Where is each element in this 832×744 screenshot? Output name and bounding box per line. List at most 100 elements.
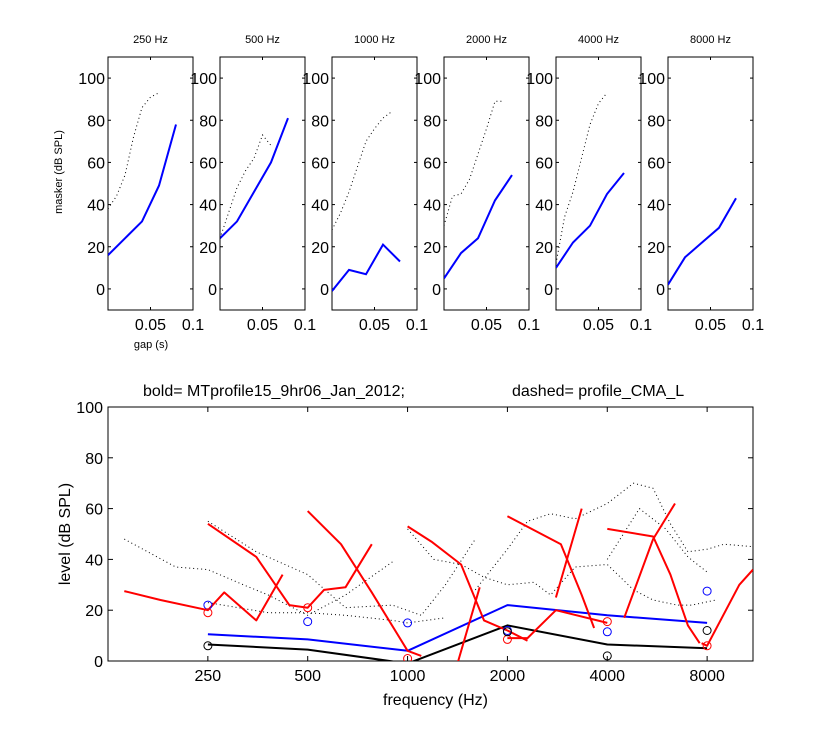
ytick-label: 60 bbox=[85, 502, 103, 519]
ytick-label: 20 bbox=[535, 240, 553, 257]
bold-series bbox=[556, 172, 625, 269]
xtick-label: 8000 bbox=[689, 668, 725, 685]
ytick-label: 20 bbox=[311, 240, 329, 257]
ytick-label: 0 bbox=[96, 282, 105, 299]
ytick-label: 60 bbox=[199, 155, 217, 172]
black-circle-marker bbox=[602, 651, 612, 661]
blue-circle-marker bbox=[702, 586, 712, 596]
panel-250-hz: 250 Hz 0 20 40 60 80 100 0.05 0.1 bbox=[78, 34, 204, 334]
panel-frame bbox=[443, 56, 530, 311]
ytick-label: 40 bbox=[85, 552, 103, 569]
ytick-label: 60 bbox=[647, 155, 665, 172]
xtick-label: 0.05 bbox=[359, 317, 390, 334]
ytick-label: 80 bbox=[647, 113, 665, 130]
xtick-label: 0.1 bbox=[182, 317, 204, 334]
xtick-label: 0.05 bbox=[471, 317, 502, 334]
xtick-label: 0.1 bbox=[742, 317, 764, 334]
bold-red-series bbox=[207, 522, 373, 609]
ytick-label: 0 bbox=[320, 282, 329, 299]
ytick-label: 80 bbox=[87, 113, 105, 130]
red-circle-marker bbox=[403, 654, 413, 661]
bold-red-series bbox=[623, 502, 676, 619]
bold-red-series bbox=[554, 508, 583, 598]
panel-frame bbox=[107, 56, 194, 311]
black-circle-marker bbox=[702, 626, 712, 635]
panel-2000-hz: 2000 Hz 0 20 40 60 80 100 0.05 0.1 bbox=[414, 34, 540, 334]
bold-red-series bbox=[607, 527, 701, 644]
xtick-label: 0.05 bbox=[583, 317, 614, 334]
xtick-label: 2000 bbox=[490, 668, 526, 685]
ytick-label: 40 bbox=[311, 198, 329, 215]
y-axis-label: level (dB SPL) bbox=[57, 483, 74, 585]
ytick-label: 80 bbox=[535, 113, 553, 130]
xtick-label: 0.05 bbox=[695, 317, 726, 334]
ytick-label: 20 bbox=[647, 240, 665, 257]
xtick-label: 0.05 bbox=[247, 317, 278, 334]
dotted-series bbox=[556, 92, 608, 264]
xtick-label: 0.1 bbox=[294, 317, 316, 334]
bottom-title-dashed: dashed= profile_CMA_L bbox=[512, 383, 684, 400]
ytick-label: 100 bbox=[638, 71, 665, 88]
panel-frame bbox=[555, 56, 642, 311]
ytick-label: 100 bbox=[78, 71, 105, 88]
panel-500-hz: 500 Hz 0 20 40 60 80 100 0.05 0.1 bbox=[190, 34, 316, 334]
ytick-label: 60 bbox=[423, 155, 441, 172]
dotted-series bbox=[220, 134, 272, 239]
bold-red-series bbox=[507, 609, 608, 640]
ytick-label: 20 bbox=[85, 603, 103, 620]
ytick-label: 20 bbox=[199, 240, 217, 257]
ytick-label: 80 bbox=[311, 113, 329, 130]
ytick-label: 0 bbox=[656, 282, 665, 299]
dotted-black-series bbox=[606, 507, 708, 573]
ytick-label: 0 bbox=[94, 654, 103, 671]
panel-frame bbox=[667, 56, 754, 311]
ytick-label: 100 bbox=[76, 400, 103, 417]
ytick-label: 40 bbox=[647, 198, 665, 215]
panel-title: 250 Hz bbox=[133, 34, 168, 46]
bold-red-series bbox=[506, 515, 596, 629]
ytick-label: 100 bbox=[190, 71, 217, 88]
black-circle-marker bbox=[203, 641, 213, 651]
red-circle-marker bbox=[602, 617, 612, 627]
xtick-label: 0.05 bbox=[135, 317, 166, 334]
bold-series bbox=[668, 197, 737, 286]
dotted-black-series bbox=[407, 528, 717, 606]
ytick-label: 0 bbox=[544, 282, 553, 299]
ytick-label: 0 bbox=[432, 282, 441, 299]
xtick-label: 1000 bbox=[390, 668, 426, 685]
ytick-label: 100 bbox=[414, 71, 441, 88]
ytick-label: 80 bbox=[85, 451, 103, 468]
panel-title: 1000 Hz bbox=[354, 34, 395, 46]
panel-title: 2000 Hz bbox=[466, 34, 507, 46]
ytick-label: 0 bbox=[208, 282, 217, 299]
red-circle-marker bbox=[702, 641, 712, 651]
black-circle-marker bbox=[502, 627, 512, 637]
panel-frame bbox=[331, 56, 418, 311]
dotted-black-series bbox=[124, 538, 393, 616]
xtick-label: 0.1 bbox=[406, 317, 428, 334]
panel-1000-hz: 1000 Hz 0 20 40 60 80 100 0.05 0.1 bbox=[302, 34, 428, 334]
dotted-black-series bbox=[474, 482, 753, 591]
xtick-label: 500 bbox=[294, 668, 321, 685]
blue-circle-marker bbox=[403, 618, 413, 628]
panel-frame bbox=[219, 56, 306, 311]
top-row-xlabel: gap (s) bbox=[134, 339, 168, 351]
ytick-label: 20 bbox=[87, 240, 105, 257]
bold-series bbox=[444, 174, 513, 279]
x-axis-label: frequency (Hz) bbox=[383, 692, 488, 709]
ytick-label: 40 bbox=[199, 198, 217, 215]
big-panel: 0 20 40 60 80 100 250 500 1000 2000 4000 8000 freque… bbox=[57, 400, 754, 709]
xtick-label: 0.1 bbox=[518, 317, 540, 334]
panel-8000-hz: 8000 Hz 0 20 40 60 80 100 0.05 0.1 bbox=[638, 34, 764, 334]
ytick-label: 80 bbox=[199, 113, 217, 130]
ytick-label: 80 bbox=[423, 113, 441, 130]
dotted-series bbox=[444, 100, 504, 226]
red-circle-marker bbox=[203, 608, 213, 618]
ytick-label: 100 bbox=[526, 71, 553, 88]
red-circle-marker bbox=[303, 603, 313, 613]
ytick-label: 20 bbox=[423, 240, 441, 257]
xtick-label: 250 bbox=[195, 668, 222, 685]
ytick-label: 60 bbox=[535, 155, 553, 172]
panel-4000-hz: 4000 Hz 0 20 40 60 80 100 0.05 0.1 bbox=[526, 34, 652, 334]
